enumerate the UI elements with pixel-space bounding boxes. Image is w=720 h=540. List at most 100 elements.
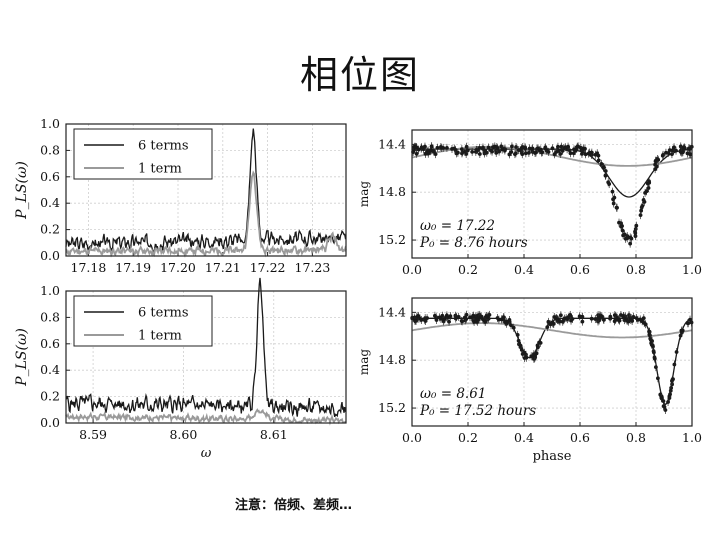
data-point <box>688 317 692 322</box>
data-point <box>456 314 461 319</box>
data-point <box>668 388 673 393</box>
phase-top-panel: 0.0 0.2 0.4 0.6 0.8 1.0 14.4 14.8 15.2 mag ω₀ = 17… <box>357 129 702 277</box>
data-point <box>545 325 550 329</box>
data-point <box>470 149 475 154</box>
data-point <box>486 145 491 150</box>
data-point <box>483 148 487 153</box>
data-point <box>580 319 585 324</box>
data-point <box>441 317 446 322</box>
data-point <box>413 318 417 323</box>
legend-box <box>73 295 213 347</box>
figure: 17.18 17.19 17.20 17.21 17.22 17.230.00.20.40… <box>14 116 702 464</box>
y-tick-label: 1.0 <box>40 283 60 298</box>
data-point <box>646 186 651 190</box>
data-point <box>635 317 640 322</box>
data-point <box>499 144 504 149</box>
data-point <box>552 152 557 157</box>
data-point <box>651 350 656 355</box>
data-point <box>650 339 654 343</box>
data-point <box>440 313 445 318</box>
data-point <box>477 152 482 156</box>
data-point <box>666 151 671 155</box>
data-point <box>495 146 500 151</box>
y-axis-label: mag <box>357 349 371 376</box>
x-axis-label: phase <box>533 449 572 464</box>
y-tick-label: 15.2 <box>378 400 406 415</box>
data-point <box>622 232 627 237</box>
data-point <box>656 376 660 381</box>
data-point <box>589 316 594 321</box>
data-point <box>439 145 444 150</box>
data-point <box>450 147 454 151</box>
data-point <box>431 149 436 154</box>
data-point <box>532 353 537 358</box>
data-point <box>642 199 647 204</box>
data-point <box>671 377 675 382</box>
data-point <box>474 148 479 152</box>
data-point <box>611 197 615 202</box>
y-tick-label: 14.4 <box>378 304 406 319</box>
data-point <box>503 320 508 324</box>
series-line-1-term <box>65 408 347 426</box>
data-point <box>610 189 615 194</box>
y-tick-label: 14.8 <box>378 352 406 367</box>
data-point <box>514 145 518 149</box>
y-tick-label: 14.4 <box>378 136 406 151</box>
data-point <box>453 316 458 321</box>
y-tick-label: 0.8 <box>40 309 60 324</box>
x-tick-label: 0.2 <box>458 430 478 445</box>
data-point <box>465 148 470 153</box>
data-point <box>580 151 584 156</box>
data-point <box>537 148 542 153</box>
data-point <box>507 318 512 322</box>
x-tick-label: 0.4 <box>514 430 534 445</box>
data-point <box>639 208 644 213</box>
x-axis-label: ω <box>201 446 212 461</box>
x-tick-label: 17.18 <box>71 260 107 275</box>
data-point <box>633 231 638 235</box>
series-line-1-term <box>65 170 347 258</box>
data-point <box>602 317 606 322</box>
data-point <box>652 356 657 361</box>
x-tick-label: 0.4 <box>514 262 534 277</box>
data-point <box>678 333 683 338</box>
data-point <box>634 223 639 228</box>
data-point <box>672 362 677 367</box>
data-point <box>668 392 672 397</box>
data-point <box>509 323 513 328</box>
data-point <box>653 365 658 370</box>
data-point <box>416 314 421 319</box>
data-point <box>608 314 613 319</box>
data-point <box>501 317 505 321</box>
data-point <box>538 340 543 345</box>
y-axis-label: P_LS(ω) <box>14 161 30 220</box>
data-point <box>510 144 514 149</box>
legend-label: 1 term <box>138 162 182 177</box>
x-tick-label: 0.0 <box>402 262 422 277</box>
data-point <box>550 320 555 325</box>
data-point <box>444 313 449 318</box>
data-point <box>680 328 685 333</box>
plot-frame <box>65 123 347 257</box>
data-point <box>492 144 497 149</box>
data-point <box>638 213 643 218</box>
x-tick-label: 17.21 <box>205 260 241 275</box>
data-point <box>445 145 449 150</box>
phase-bottom-panel: 0.0 0.2 0.4 0.6 0.8 1.0 14.4 14.8 15.2 mag phase ω₀… <box>357 297 702 464</box>
data-point <box>502 148 507 153</box>
data-point <box>580 314 585 319</box>
data-point <box>435 145 440 150</box>
periodogram-bottom-panel: 8.59 8.60 8.61 0.0 0.2 0.4 0.6 0.8 1.0 P_LS(ω) ω 6 … <box>14 277 347 461</box>
y-tick-label: 0.4 <box>40 362 60 377</box>
data-point <box>556 144 560 149</box>
data-point <box>593 152 598 157</box>
data-point <box>628 241 633 246</box>
x-tick-label: 0.8 <box>626 262 646 277</box>
data-point <box>599 314 604 319</box>
x-tick-label: 1.0 <box>682 430 702 445</box>
data-point <box>496 317 501 322</box>
data-point <box>685 151 690 156</box>
data-point <box>573 148 578 152</box>
data-point <box>619 313 623 317</box>
legend-label: 6 terms <box>138 139 189 154</box>
